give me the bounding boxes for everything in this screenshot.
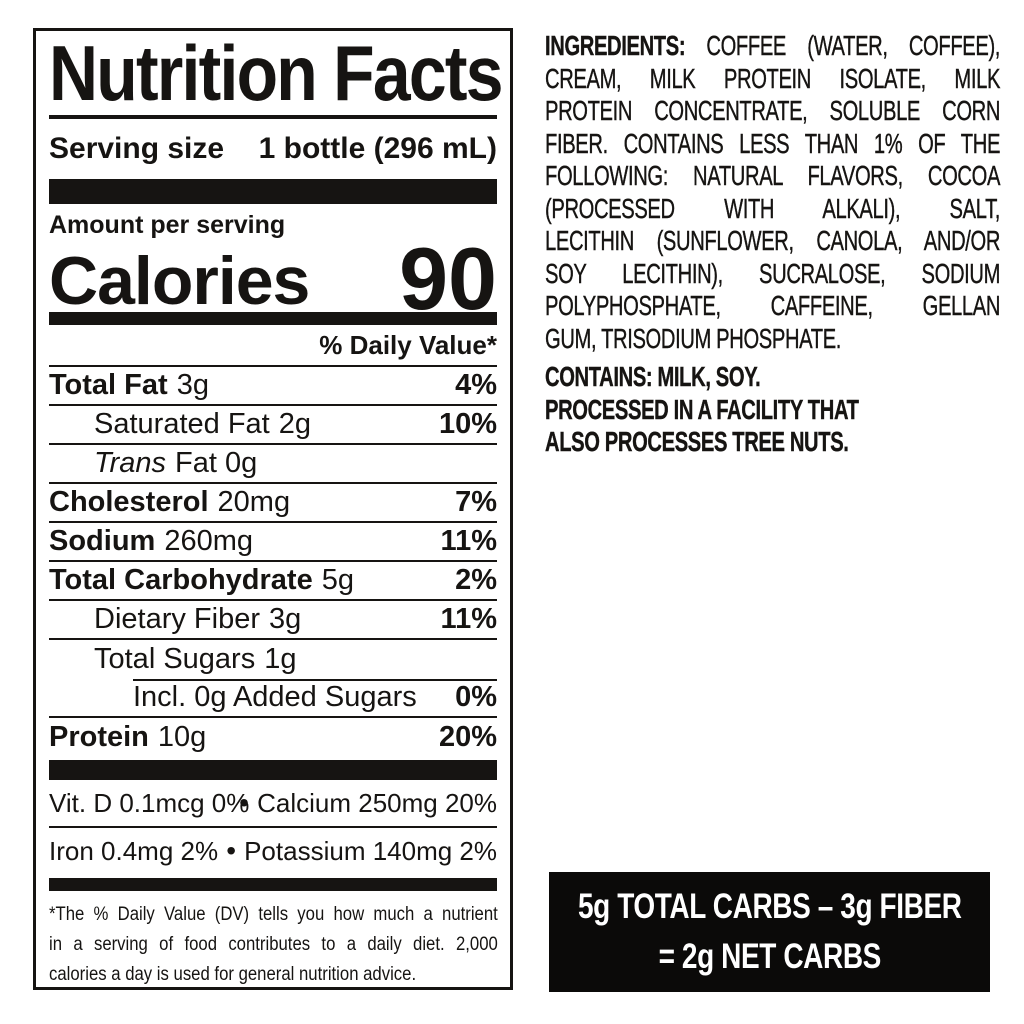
serving-size-value: 1 bottle (296 mL) — [258, 132, 497, 165]
facility-warning-line: PROCESSED IN A FACILITY THAT — [545, 393, 859, 425]
net-carbs-line-1: 5g TOTAL CARBS – 3g FIBER — [577, 887, 962, 926]
footnote-line: *The % Daily Value (DV) tells you how mu… — [49, 904, 498, 925]
calories-label: Calories — [49, 243, 310, 319]
ingredients-panel: INGREDIENTS: COFFEE (WATER, COFFEE), CRE… — [545, 30, 1001, 459]
nutrient-row-cholesterol: Cholesterol 20mg 7% — [49, 484, 497, 523]
ingredients-line: POLYPHOSPHATE, CAFFEINE, GELLAN — [545, 290, 1001, 321]
ingredients-line: LECITHIN (SUNFLOWER, CANOLA, AND/OR — [545, 225, 1001, 256]
nutrient-row-total-carbohydrate: Total Carbohydrate 5g 2% — [49, 562, 497, 601]
daily-value-footnote: *The % Daily Value (DV) tells you how mu… — [49, 891, 498, 990]
net-carbs-line-2: = 2g NET CARBS — [658, 937, 881, 976]
medium-divider-bar — [49, 878, 497, 891]
footnote-line: in a serving of food contributes to a da… — [49, 934, 498, 955]
daily-value-header: % Daily Value* — [49, 325, 497, 367]
ingredients-line: SOY LECITHIN), SUCRALOSE, SODIUM — [545, 257, 1001, 289]
ingredients-line: FOLLOWING: NATURAL FLAVORS, COCOA — [545, 160, 1001, 191]
nutrition-facts-title-text: Nutrition Facts — [49, 28, 503, 117]
nutrient-row-sodium: Sodium 260mg 11% — [49, 523, 497, 562]
medium-divider-bar — [49, 312, 497, 325]
calories-row: Calories 90 — [49, 229, 497, 328]
facility-warning-line: ALSO PROCESSES TREE NUTS. — [545, 426, 849, 457]
thick-divider-bar — [49, 179, 497, 204]
bullet-separator: • — [239, 787, 249, 818]
nutrient-row-total-sugars: Total Sugars 1g — [94, 643, 297, 675]
thick-divider-bar — [49, 760, 497, 780]
vitamin-row-1: Vit. D 0.1mcg 0% • Calcium 250mg 20% — [49, 780, 497, 828]
footnote-line: calories a day is used for general nutri… — [49, 964, 417, 985]
ingredients-line: PROTEIN CONCENTRATE, SOLUBLE CORN — [545, 95, 1001, 126]
serving-size-label: Serving size — [49, 132, 225, 165]
ingredients-line: GUM, TRISODIUM PHOSPHATE. — [545, 322, 842, 354]
ingredients-line: INGREDIENTS: COFFEE (WATER, COFFEE), — [545, 30, 1001, 61]
nutrient-row-total-fat: Total Fat 3g 4% — [49, 367, 497, 406]
nutrient-row-protein: Protein 10g 20% — [49, 721, 497, 753]
bullet-separator: • — [226, 835, 236, 866]
allergen-contains-statement: CONTAINS: MILK, SOY. — [545, 361, 761, 392]
nutrition-facts-label: Nutrition Facts Serving size 1 bottle (2… — [33, 28, 513, 990]
calories-value: 90 — [399, 229, 497, 328]
nutrient-row-trans-fat: Trans Fat 0g — [49, 445, 497, 484]
nutrient-row-dietary-fiber: Dietary Fiber 3g 11% — [49, 601, 497, 640]
vitamin-row-2: Iron 0.4mg 2% • Potassium 140mg 2% — [49, 835, 497, 866]
ingredients-line: (PROCESSED WITH ALKALI), SALT, — [545, 192, 1001, 224]
ingredients-line: CREAM, MILK PROTEIN ISOLATE, MILK — [545, 62, 1001, 94]
ingredients-heading: INGREDIENTS: — [545, 30, 686, 61]
ingredients-line: FIBER. CONTAINS LESS THAN 1% OF THE — [545, 127, 1001, 159]
net-carbs-callout: 5g TOTAL CARBS – 3g FIBER = 2g NET CARBS — [549, 872, 990, 992]
nutrition-facts-title: Nutrition Facts — [49, 29, 503, 119]
amount-per-serving-label: Amount per serving — [49, 211, 286, 239]
nutrient-row-added-sugars: Incl. 0g Added Sugars 0% — [49, 679, 497, 718]
serving-size-row: Serving size 1 bottle (296 mL) — [49, 119, 497, 179]
nutrient-row-saturated-fat: Saturated Fat 2g 10% — [49, 406, 497, 445]
